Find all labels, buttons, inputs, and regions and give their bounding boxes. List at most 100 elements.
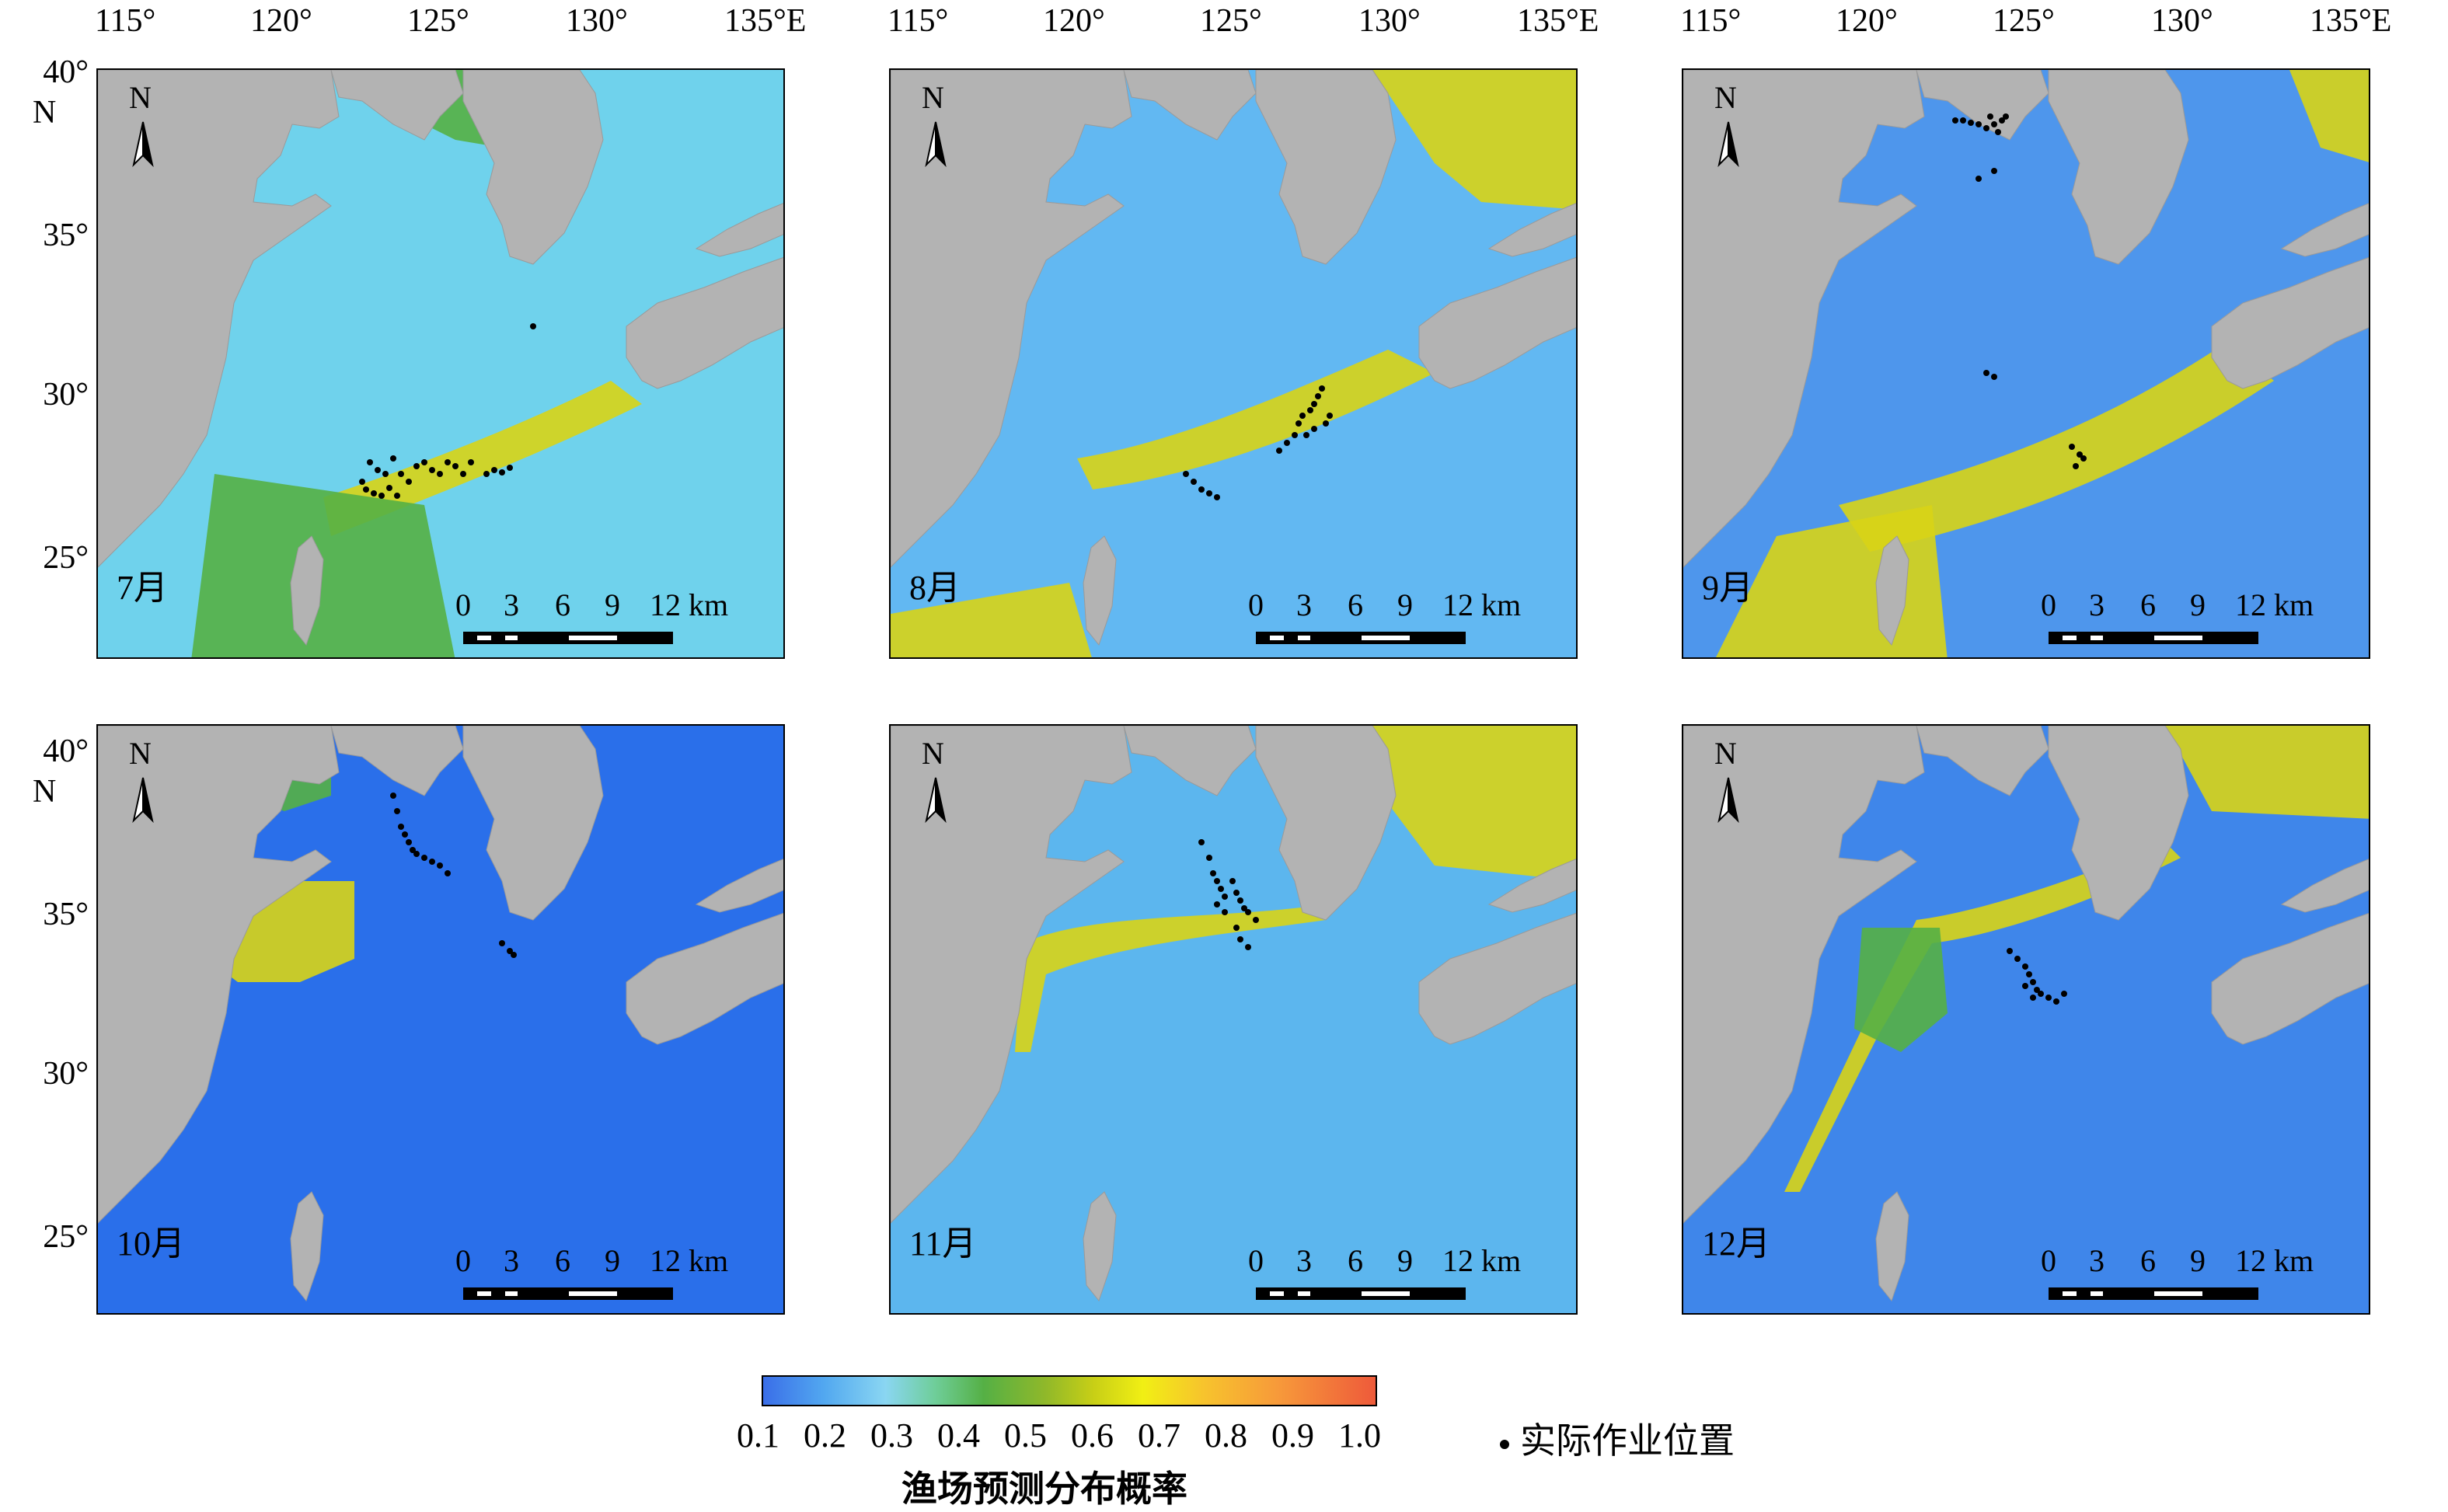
actual-position-dot-icon	[1500, 1440, 1509, 1450]
scale-bar: 0 3 6 9 12 km	[2041, 1242, 2344, 1312]
actual-position-dot	[1991, 374, 1997, 380]
latitude-label: 25°	[43, 540, 89, 576]
north-arrow-icon	[132, 121, 154, 168]
actual-position-dot	[390, 793, 396, 799]
latitude-n-label: N	[33, 774, 57, 810]
scale-bar-label: 9	[605, 587, 620, 622]
actual-position-dot	[1245, 944, 1251, 950]
actual-position-dot	[382, 471, 389, 477]
scale-bar-label: 12 km	[2235, 1243, 2314, 1278]
actual-position-dot	[1991, 168, 1997, 174]
actual-position-dot	[394, 493, 400, 499]
actual-position-dot	[2030, 995, 2036, 1001]
land-area	[1255, 70, 1397, 265]
month-label: 10月	[117, 1225, 185, 1263]
actual-position-dot	[1206, 490, 1212, 496]
land-area	[462, 726, 604, 921]
actual-position-dot	[1233, 890, 1240, 896]
actual-position-dot	[375, 467, 381, 473]
month-label: 12月	[1702, 1225, 1770, 1263]
scale-bar-label: 6	[1348, 1243, 1363, 1278]
actual-position-dot	[406, 479, 412, 485]
longitude-label: 120°	[1836, 3, 1898, 39]
land-area	[695, 859, 783, 913]
scale-bar-label: 3	[2089, 1243, 2105, 1278]
scale-bar: 0 3 6 9 12 km	[2041, 587, 2344, 657]
actual-position-dot	[2080, 455, 2087, 462]
actual-position-dot	[511, 952, 517, 958]
actual-position-dot	[1995, 129, 2001, 135]
scale-bar-label: 6	[2140, 587, 2156, 622]
actual-position-dot	[1987, 113, 1993, 120]
actual-position-dot	[2014, 956, 2021, 962]
longitude-label: 130°	[2151, 3, 2213, 39]
land-area	[98, 70, 340, 568]
actual-position-dot	[1999, 117, 2005, 124]
fishing-ground-band	[1077, 350, 1435, 489]
north-arrow-icon	[925, 121, 947, 168]
actual-position-dot	[1952, 117, 1958, 124]
actual-position-dot	[1299, 413, 1306, 419]
land-area	[1083, 1191, 1117, 1302]
longitude-label: 125°	[1993, 3, 2055, 39]
fishing-ground-band	[891, 583, 1092, 657]
latitude-label: 35°	[43, 218, 89, 253]
actual-position-dot	[1198, 839, 1205, 845]
map-panel-6: N 12月 0 3 6 9 12 km	[1682, 724, 2370, 1315]
fishing-ground-band	[1839, 342, 2274, 552]
fishing-ground-band	[2165, 726, 2369, 819]
actual-position-dot	[1233, 925, 1240, 931]
longitude-label: 120°	[250, 3, 312, 39]
scale-bar-label: 12 km	[650, 587, 729, 622]
longitude-label: 130°	[566, 3, 628, 39]
colorbar-tick-label: 0.4	[937, 1416, 980, 1455]
actual-position-dot	[421, 459, 427, 465]
month-label: 7月	[117, 569, 168, 607]
actual-position-dot	[2030, 979, 2036, 985]
actual-position-dot	[1214, 878, 1220, 884]
actual-position-dot	[359, 479, 365, 485]
scale-bar-line	[2049, 1287, 2258, 1300]
latitude-label: 40°	[43, 54, 89, 90]
latitude-label: 25°	[43, 1219, 89, 1255]
actual-position-dot	[1198, 486, 1205, 493]
scale-bar-label: 0	[2041, 587, 2056, 622]
scale-bar: 0 3 6 9 12 km	[455, 1242, 758, 1312]
latitude-label: 40°	[43, 733, 89, 769]
longitude-label: 120°	[1043, 3, 1105, 39]
land-area	[695, 203, 783, 257]
actual-position-dot	[445, 459, 451, 465]
land-area	[626, 912, 783, 1045]
scale-bar-label: 12 km	[650, 1243, 729, 1278]
actual-position-dot	[1253, 917, 1259, 923]
north-letter: N	[922, 80, 944, 115]
longitude-label: 130°	[1358, 3, 1421, 39]
actual-position-dot	[507, 948, 513, 954]
actual-position-dot	[398, 824, 404, 830]
land-area	[290, 1191, 324, 1302]
colorbar-tick-label: 0.1	[737, 1416, 779, 1455]
colorbar-tick-label: 0.8	[1205, 1416, 1247, 1455]
actual-positions-label: 实际作业位置	[1520, 1421, 1735, 1461]
longitude-label: 135°E	[1517, 3, 1599, 39]
north-arrow: N	[912, 79, 959, 188]
land-area	[1875, 535, 1909, 646]
scale-bar-label: 3	[504, 587, 519, 622]
scale-bar-label: 0	[455, 1243, 471, 1278]
actual-position-dot	[1191, 479, 1197, 485]
actual-position-dot	[1303, 432, 1309, 438]
colorbar-tick-label: 1.0	[1338, 1416, 1381, 1455]
longitude-label: 115°	[95, 3, 156, 39]
actual-position-dot	[413, 851, 420, 857]
scale-bar-label: 0	[2041, 1243, 2056, 1278]
month-label: 11月	[909, 1225, 977, 1263]
actual-position-dot	[1975, 121, 1982, 127]
scale-bar-label: 0	[1248, 587, 1264, 622]
actual-position-dot	[1323, 420, 1329, 427]
scale-bar-label: 9	[1397, 587, 1413, 622]
land-area	[330, 70, 464, 141]
actual-position-dot	[468, 459, 474, 465]
month-label: 8月	[909, 569, 961, 607]
scale-bar: 0 3 6 9 12 km	[455, 587, 758, 657]
probability-map	[1683, 70, 2369, 657]
